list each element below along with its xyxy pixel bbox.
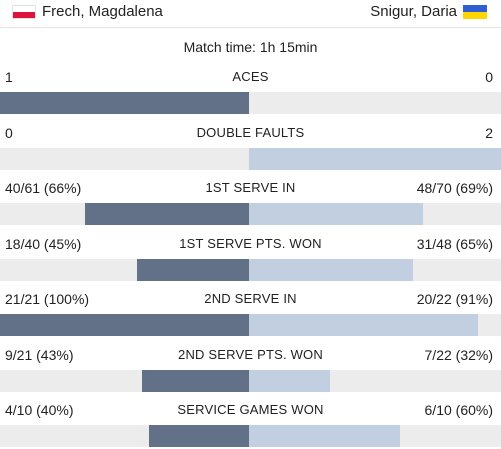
- away-stat-value: 0: [485, 69, 493, 85]
- home-stat-value: 9/21 (43%): [5, 347, 74, 363]
- stat-label: 1ST SERVE IN: [205, 180, 296, 195]
- stat-label: DOUBLE FAULTS: [196, 125, 305, 140]
- poland-flag-icon: [12, 4, 36, 19]
- stat-bar-track: [0, 259, 501, 281]
- home-stat-bar: [0, 92, 249, 114]
- home-stat-value: 18/40 (45%): [5, 236, 82, 252]
- away-stat-value: 20/22 (91%): [416, 291, 493, 307]
- away-stat-bar: [249, 148, 501, 170]
- away-stat-value: 31/48 (65%): [416, 236, 493, 252]
- header-divider: [0, 27, 501, 28]
- stat-row: 40/61 (66%) 1ST SERVE IN 48/70 (69%): [0, 180, 501, 225]
- home-stat-value: 40/61 (66%): [5, 180, 82, 196]
- home-stat-value: 21/21 (100%): [5, 291, 90, 307]
- stat-label: 2ND SERVE IN: [204, 291, 297, 306]
- home-stat-value: 1: [5, 69, 13, 85]
- home-stat-bar: [0, 314, 249, 336]
- away-stat-value: 6/10 (60%): [424, 402, 493, 418]
- away-stat-bar: [249, 425, 400, 447]
- stat-row: 21/21 (100%) 2ND SERVE IN 20/22 (91%): [0, 291, 501, 336]
- away-stat-bar: [249, 370, 330, 392]
- stat-bar-track: [0, 314, 501, 336]
- match-time: Match time: 1h 15min: [183, 39, 318, 55]
- home-stat-bar: [142, 370, 249, 392]
- home-stat-value: 0: [5, 125, 13, 141]
- stat-bar-track: [0, 92, 501, 114]
- stat-row: 9/21 (43%) 2ND SERVE PTS. WON 7/22 (32%): [0, 347, 501, 392]
- away-stat-value: 2: [485, 125, 493, 141]
- stat-row: 18/40 (45%) 1ST SERVE PTS. WON 31/48 (65%): [0, 236, 501, 281]
- home-stat-bar: [149, 425, 249, 447]
- stat-bar-track: [0, 203, 501, 225]
- stat-row: 4/10 (40%) SERVICE GAMES WON 6/10 (60%): [0, 402, 501, 447]
- away-stat-bar: [249, 314, 478, 336]
- away-stat-bar: [249, 259, 413, 281]
- stat-row: 0 DOUBLE FAULTS 2: [0, 125, 501, 170]
- away-stat-bar: [249, 203, 423, 225]
- home-stat-value: 4/10 (40%): [5, 402, 74, 418]
- away-stat-value: 48/70 (69%): [416, 180, 493, 196]
- away-stat-value: 7/22 (32%): [424, 347, 493, 363]
- home-stat-bar: [137, 259, 249, 281]
- home-player-name[interactable]: Frech, Magdalena: [42, 3, 163, 20]
- stat-label: 2ND SERVE PTS. WON: [178, 347, 323, 362]
- stat-bar-track: [0, 148, 501, 170]
- stat-label: ACES: [232, 69, 269, 84]
- ukraine-flag-icon: [463, 4, 487, 19]
- stat-label: SERVICE GAMES WON: [177, 402, 324, 417]
- away-player-name[interactable]: Snigur, Daria: [370, 3, 457, 20]
- home-stat-bar: [85, 203, 249, 225]
- stat-bar-track: [0, 425, 501, 447]
- stat-bar-track: [0, 370, 501, 392]
- away-player[interactable]: Snigur, Daria: [370, 3, 487, 20]
- stat-row: 1 ACES 0: [0, 69, 501, 114]
- stat-label: 1ST SERVE PTS. WON: [179, 236, 322, 251]
- home-player[interactable]: Frech, Magdalena: [12, 3, 163, 20]
- match-header: Frech, Magdalena Snigur, Daria: [0, 0, 501, 26]
